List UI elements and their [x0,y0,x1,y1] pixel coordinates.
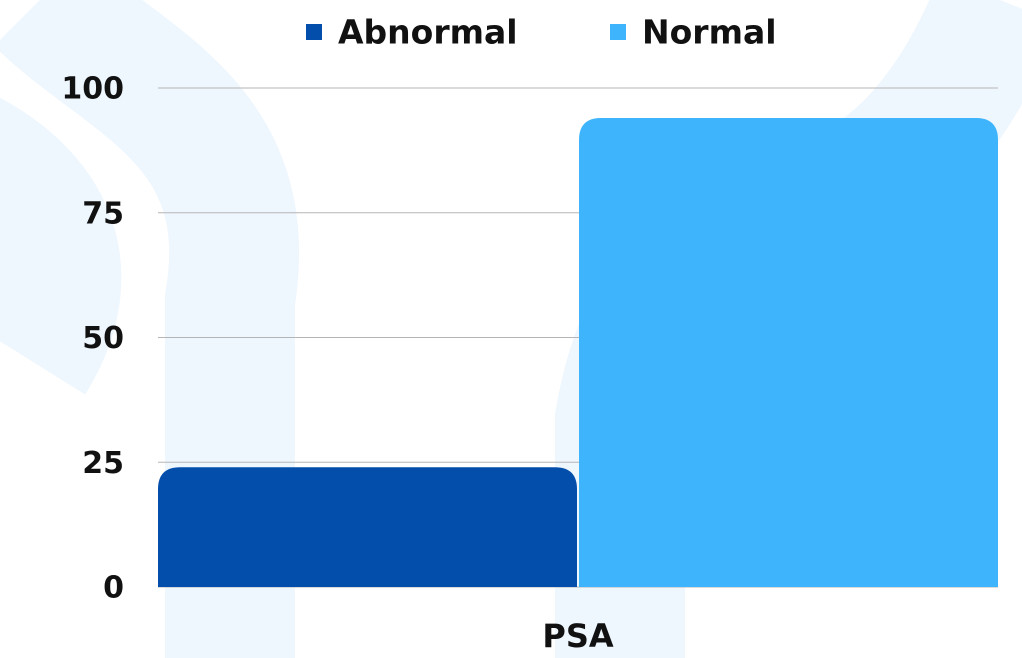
legend-label: Normal [642,13,777,52]
x-tick-label: PSA [542,617,614,655]
bar [579,117,998,587]
bar [158,467,577,587]
legend-swatch [610,24,626,40]
legend-label: Abnormal [338,13,518,52]
y-tick-label: 100 [61,72,124,107]
legend-swatch [306,24,322,40]
y-tick-label: 0 [103,571,124,606]
y-tick-label: 50 [82,321,124,356]
y-tick-label: 75 [82,196,124,231]
y-tick-label: 25 [82,446,124,481]
